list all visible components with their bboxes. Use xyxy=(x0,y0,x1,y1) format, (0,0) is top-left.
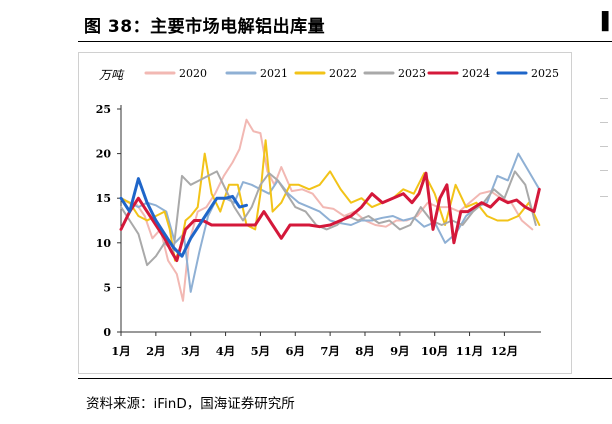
x-tick-label: 2月 xyxy=(146,344,166,358)
y-tick-label: 10 xyxy=(96,237,112,250)
x-tick-label: 9月 xyxy=(390,344,410,358)
legend-label-2021: 2021 xyxy=(260,67,288,80)
y-tick-label: 25 xyxy=(96,103,111,116)
source-note: 资料来源：iFinD，国海证券研究所 xyxy=(86,396,295,412)
side-rule xyxy=(600,146,608,147)
series-line-2023 xyxy=(120,170,537,267)
y-tick-label: 20 xyxy=(96,148,112,161)
chart-legend: 2020 2021 2022 2023 2024 2025 xyxy=(144,67,559,80)
legend-label-2023: 2023 xyxy=(398,67,426,80)
series-line-2020 xyxy=(120,118,534,302)
title-divider xyxy=(78,41,612,42)
side-rule xyxy=(600,122,608,123)
side-rule xyxy=(600,98,608,99)
x-tick-label: 3月 xyxy=(181,344,201,358)
x-tick-label: 4月 xyxy=(216,344,236,358)
line-chart: 2020 2021 2022 2023 2024 2025 万吨 05101520251月… xyxy=(96,67,559,358)
x-tick-label: 12月 xyxy=(491,344,519,358)
chart-frame: 2020 2021 2022 2023 2024 2025 万吨 0 5 10 15 20 25 1月… xyxy=(78,52,572,374)
x-tick-label: 1月 xyxy=(111,344,131,358)
x-tick-label: 6月 xyxy=(286,344,306,358)
legend-label-2020: 2020 xyxy=(179,67,207,80)
y-tick-label: 15 xyxy=(96,192,111,205)
legend-label-2024: 2024 xyxy=(462,67,490,80)
x-tick-label: 7月 xyxy=(320,344,340,358)
source-divider xyxy=(78,378,612,379)
side-rule xyxy=(600,170,608,171)
side-rule xyxy=(600,196,608,197)
x-tick-label: 8月 xyxy=(355,344,375,358)
legend-label-2022: 2022 xyxy=(329,67,357,80)
plot-area xyxy=(119,118,541,302)
y-tick-label: 0 xyxy=(103,326,111,339)
x-tick-label: 11月 xyxy=(456,344,484,358)
x-tick-label: 5月 xyxy=(251,344,271,358)
x-tick-label: 10月 xyxy=(421,344,449,358)
adjacent-column-edge: ▌ xyxy=(602,12,612,32)
series-line-2024 xyxy=(119,171,541,263)
series-line-2021 xyxy=(120,152,541,293)
figure-title: 图 38：主要市场电解铝出库量 xyxy=(84,17,326,37)
y-axis-label: 万吨 xyxy=(99,68,125,82)
series-line-2025 xyxy=(119,177,248,258)
chart-axes: 0 5 10 15 20 25 1月 2月 3月 4月 5月 6月 7月 8月 9月 10月 11月 12月 xyxy=(96,103,541,358)
y-tick-label: 5 xyxy=(103,281,111,294)
legend-label-2025: 2025 xyxy=(531,67,559,80)
